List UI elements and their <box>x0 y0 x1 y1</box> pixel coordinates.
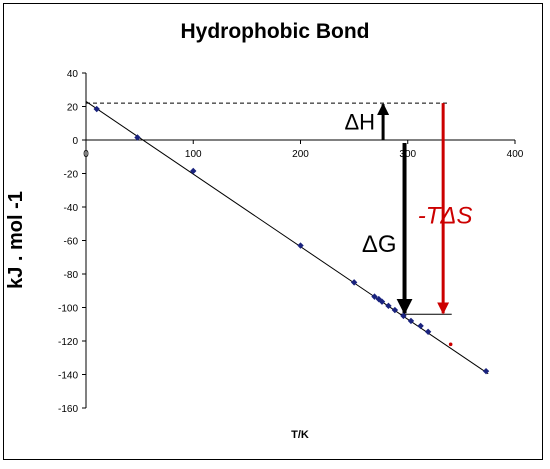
data-point <box>417 322 424 330</box>
delta-h-label: ΔH <box>344 110 375 135</box>
x-tick-label: 300 <box>399 149 416 160</box>
data-point <box>400 312 407 320</box>
data-point <box>371 293 378 300</box>
data-point <box>190 167 197 175</box>
y-tick-label: 20 <box>67 103 79 114</box>
y-tick-label: -40 <box>64 203 79 214</box>
delta-g-label: ΔG <box>362 231 397 258</box>
y-tick-label: -160 <box>58 404 78 415</box>
y-tick-label: -80 <box>64 270 79 281</box>
chart-title: Hydrophobic Bond <box>180 20 370 43</box>
data-point <box>350 279 358 286</box>
chart-frame <box>3 3 543 460</box>
data-point <box>134 134 141 141</box>
data-point <box>378 298 386 305</box>
x-tick-label: 200 <box>292 149 309 160</box>
data-point <box>297 242 304 249</box>
y-tick-label: -120 <box>58 337 78 348</box>
data-point <box>385 302 392 310</box>
data-point <box>93 105 100 113</box>
marked-point <box>448 342 453 347</box>
y-tick-label: -60 <box>64 237 79 248</box>
y-tick-label: 0 <box>72 136 78 147</box>
y-tick-label: -100 <box>58 304 78 315</box>
x-tick-label: 400 <box>507 149 524 160</box>
data-point <box>391 306 399 314</box>
y-tick-label: 40 <box>67 69 79 80</box>
data-point <box>482 367 490 375</box>
y-tick-label: -140 <box>58 371 78 382</box>
data-point <box>424 328 432 335</box>
minus-t-delta-s-label: -TΔS <box>418 202 473 229</box>
data-point <box>407 317 415 325</box>
x-tick-label: 100 <box>185 149 202 160</box>
x-tick-label: 0 <box>83 149 89 160</box>
x-axis-label: T/K <box>291 429 309 441</box>
y-tick-label: -20 <box>64 170 79 181</box>
